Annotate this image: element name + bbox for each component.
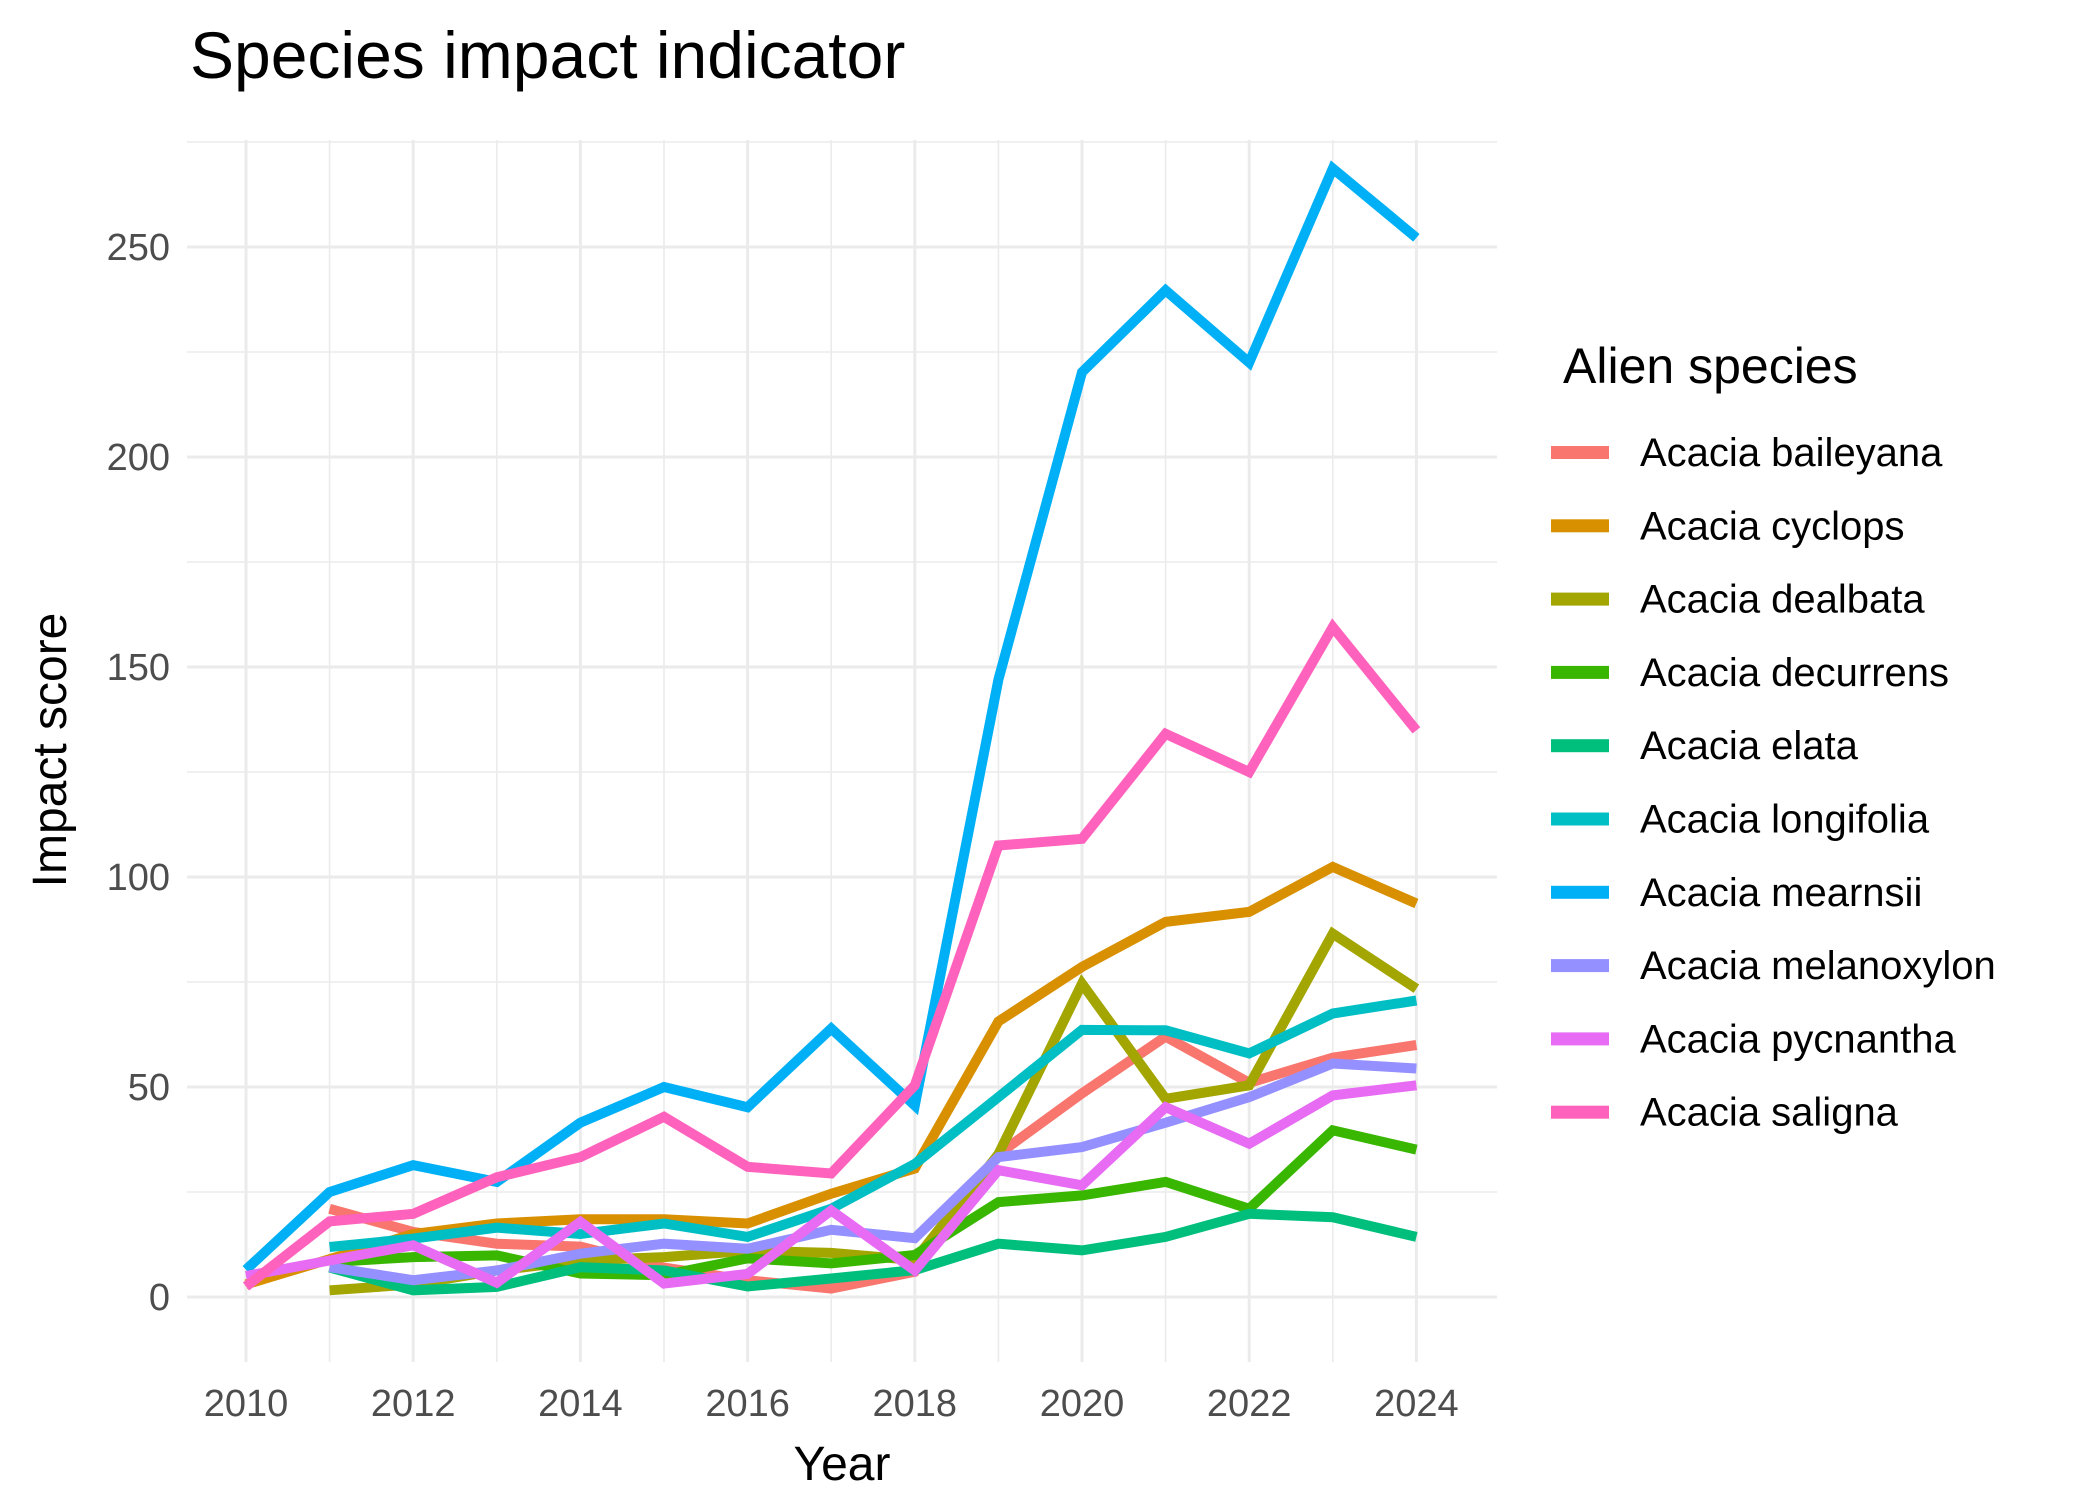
y-tick-label: 100: [107, 857, 170, 899]
x-axis-ticks: 2010 2012 2014 2016 2018 2020 2022 2024: [204, 1383, 1459, 1425]
y-tick-label: 250: [107, 227, 170, 269]
x-tick-label: 2020: [1040, 1383, 1125, 1425]
legend-item-acacia-baileyana: Acacia baileyana: [1551, 431, 1943, 475]
series-line-acacia-mearnsii: [242, 160, 1420, 1274]
legend-item-acacia-dealbata: Acacia dealbata: [1551, 578, 1925, 622]
legend-items: Acacia baileyana Acacia cyclops Acacia dea…: [1551, 431, 1996, 1135]
grid: [187, 140, 1497, 1362]
legend-label: Acacia baileyana: [1640, 431, 1943, 475]
legend-label: Acacia cyclops: [1640, 504, 1905, 548]
x-tick-label: 2010: [204, 1383, 289, 1425]
legend-label: Acacia elata: [1640, 724, 1859, 768]
legend-item-acacia-melanoxylon: Acacia melanoxylon: [1551, 944, 1996, 988]
series-line-acacia-pycnantha: [245, 1080, 1417, 1289]
x-tick-label: 2012: [371, 1383, 456, 1425]
legend-key-acacia-cyclops: [1551, 519, 1609, 533]
x-tick-label: 2018: [873, 1383, 958, 1425]
legend-item-acacia-elata: Acacia elata: [1551, 724, 1859, 768]
legend-label: Acacia decurrens: [1640, 651, 1949, 695]
legend-label: Acacia melanoxylon: [1640, 944, 1996, 988]
series-line-acacia-baileyana: [328, 1030, 1418, 1294]
series-line-acacia-elata: [328, 1208, 1418, 1296]
legend-key-acacia-saligna: [1551, 1105, 1609, 1119]
x-tick-label: 2016: [705, 1383, 790, 1425]
series-line-acacia-saligna: [242, 618, 1421, 1291]
legend-key-acacia-melanoxylon: [1551, 959, 1609, 973]
legend-key-acacia-longifolia: [1551, 812, 1609, 826]
x-tick-label: 2022: [1207, 1383, 1292, 1425]
y-tick-label: 0: [149, 1277, 170, 1319]
y-tick-label: 150: [107, 647, 170, 689]
legend-key-acacia-pycnantha: [1551, 1032, 1609, 1046]
legend-key-acacia-elata: [1551, 739, 1609, 753]
legend-item-acacia-longifolia: Acacia longifolia: [1551, 798, 1930, 842]
legend: Alien species Acacia baileyana Acacia cyc…: [1551, 338, 1996, 1135]
legend-label: Acacia mearnsii: [1640, 871, 1922, 915]
x-tick-label: 2024: [1374, 1383, 1459, 1425]
y-axis-ticks: 0 50 100 150 200 250: [107, 227, 170, 1319]
y-axis-title: Impact score: [24, 613, 77, 888]
legend-label: Acacia saligna: [1640, 1091, 1899, 1135]
series-line-acacia-decurrens: [329, 1124, 1418, 1281]
legend-key-acacia-baileyana: [1551, 446, 1609, 459]
x-tick-label: 2014: [538, 1383, 623, 1425]
y-tick-label: 50: [128, 1067, 170, 1109]
legend-label: Acacia pycnantha: [1640, 1017, 1957, 1061]
legend-key-acacia-mearnsii: [1551, 885, 1609, 899]
legend-label: Acacia dealbata: [1640, 578, 1925, 622]
legend-item-acacia-mearnsii: Acacia mearnsii: [1551, 871, 1922, 915]
legend-title: Alien species: [1563, 338, 1858, 394]
legend-item-acacia-cyclops: Acacia cyclops: [1551, 504, 1905, 548]
legend-item-acacia-pycnantha: Acacia pycnantha: [1551, 1017, 1957, 1061]
legend-item-acacia-saligna: Acacia saligna: [1551, 1091, 1899, 1135]
legend-key-acacia-dealbata: [1551, 592, 1609, 606]
x-axis-title: Year: [794, 1438, 891, 1491]
legend-key-acacia-decurrens: [1551, 665, 1609, 679]
chart-title: Species impact indicator: [190, 18, 905, 92]
series-lines: [242, 160, 1421, 1296]
series-line-acacia-longifolia: [329, 995, 1418, 1252]
y-tick-label: 200: [107, 437, 170, 479]
legend-item-acacia-decurrens: Acacia decurrens: [1551, 651, 1949, 695]
legend-label: Acacia longifolia: [1640, 798, 1930, 842]
